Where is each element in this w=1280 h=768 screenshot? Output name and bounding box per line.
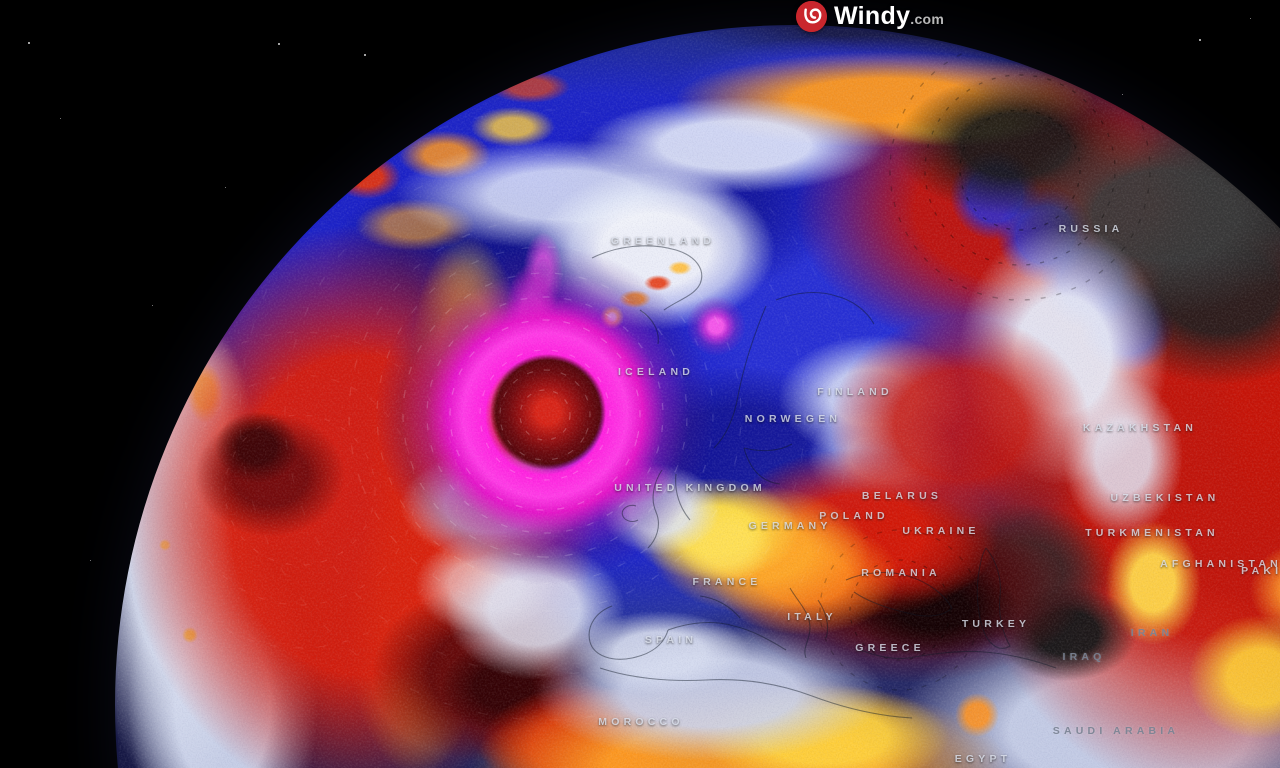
windy-swirl-icon xyxy=(796,1,827,32)
globe-map[interactable] xyxy=(115,25,1280,768)
windy-logo-text: Windy .com xyxy=(834,2,944,31)
windy-logo[interactable]: Windy .com xyxy=(769,0,971,46)
star xyxy=(90,560,91,561)
star xyxy=(28,42,30,44)
star xyxy=(1250,18,1251,19)
star xyxy=(1199,39,1201,41)
star xyxy=(1122,94,1123,95)
star xyxy=(278,43,280,45)
star xyxy=(60,118,61,119)
brand-suffix: .com xyxy=(910,11,945,27)
brand-name: Windy xyxy=(834,2,911,30)
star xyxy=(152,305,153,306)
star xyxy=(225,187,226,188)
star xyxy=(364,54,366,56)
